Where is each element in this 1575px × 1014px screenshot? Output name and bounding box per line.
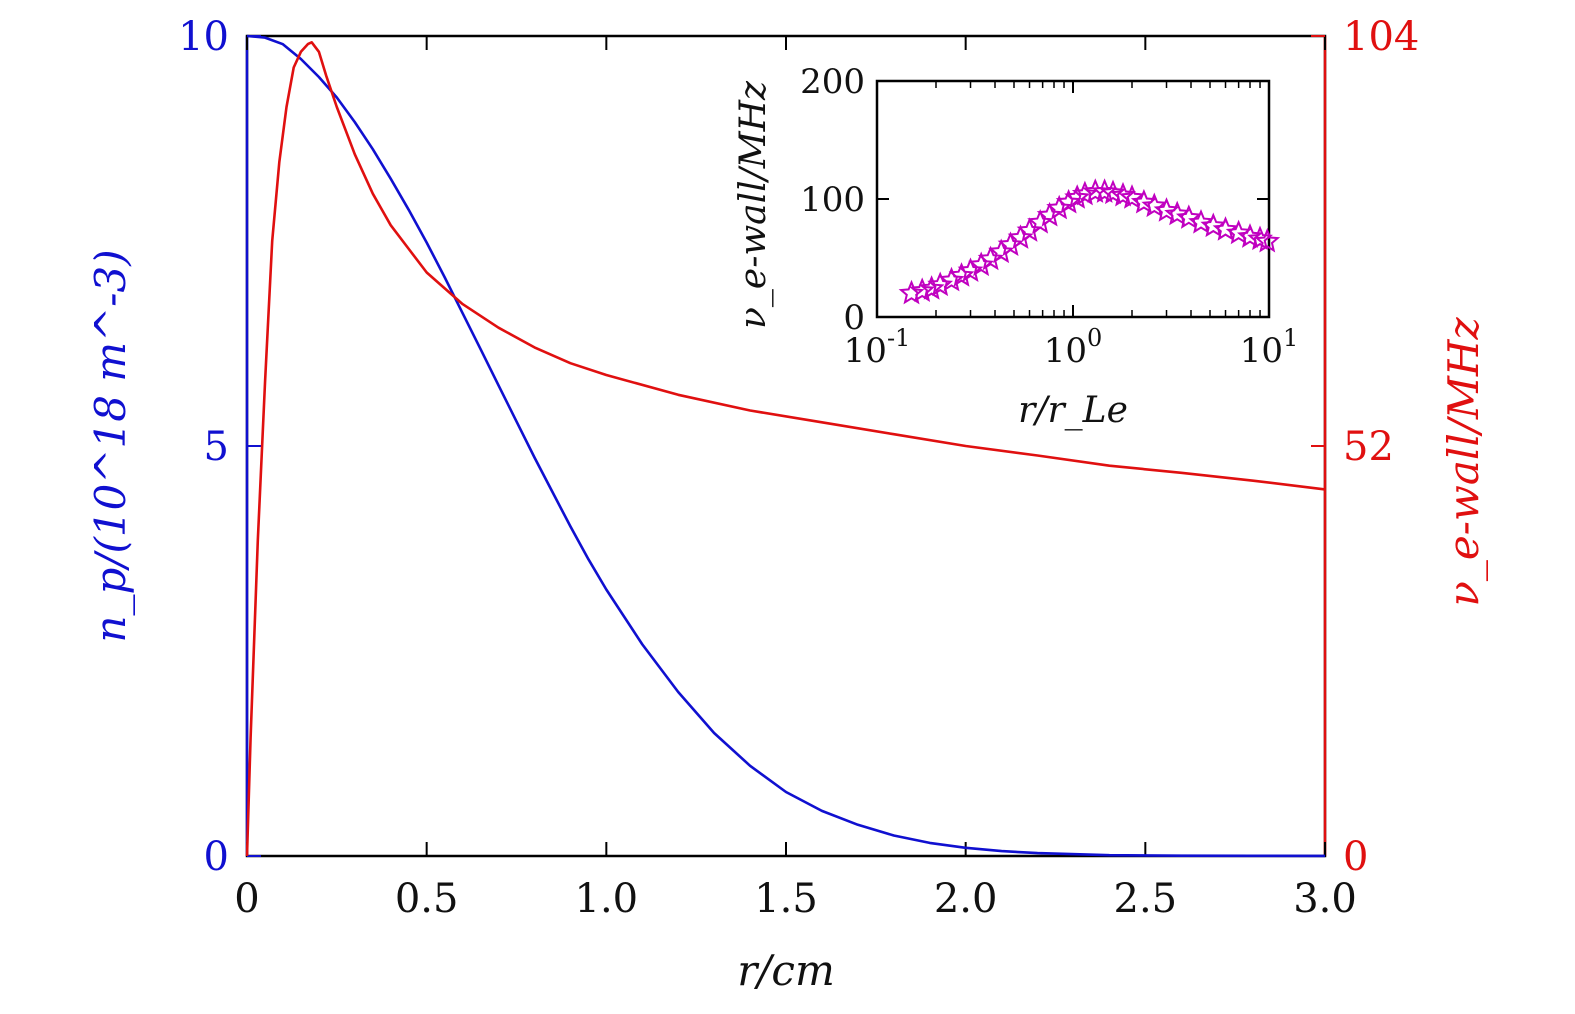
inset-star-marker bbox=[1200, 212, 1227, 238]
y-left-tick-label: 10 bbox=[178, 14, 229, 60]
inset-star-marker bbox=[1091, 178, 1118, 203]
x-tick-label: 1.0 bbox=[575, 876, 639, 922]
inset-star-marker bbox=[1175, 204, 1202, 229]
inset-y-tick-label: 100 bbox=[800, 180, 865, 220]
inset-y-axis-label: ν_e-wall/MHz bbox=[733, 80, 774, 329]
inset-star-marker bbox=[938, 266, 965, 292]
inset-star-marker bbox=[1082, 178, 1109, 203]
x-tick-label: 3.0 bbox=[1293, 876, 1357, 922]
inset-star-marker bbox=[1016, 217, 1043, 242]
inset-x-axis-label: r/r_Le bbox=[1018, 390, 1128, 431]
x-tick-label: 0.5 bbox=[395, 876, 459, 922]
inset-x-tick-label: 101 bbox=[1240, 324, 1299, 371]
inset-star-marker bbox=[909, 277, 936, 302]
series-line-n-p bbox=[246, 34, 1326, 858]
inset-star-marker bbox=[1055, 188, 1082, 214]
x-tick-label: 2.0 bbox=[934, 876, 998, 922]
inset-star-marker bbox=[1027, 208, 1054, 234]
inset-y-tick-label: 0 bbox=[843, 298, 865, 338]
inset-y-tick-label: 200 bbox=[800, 62, 865, 102]
inset-star-marker bbox=[1188, 208, 1215, 234]
inset-star-marker bbox=[968, 251, 995, 277]
inset-star-marker bbox=[977, 245, 1004, 271]
y-left-tick-label: 5 bbox=[204, 424, 229, 470]
inset-star-marker bbox=[1007, 224, 1034, 249]
x-tick-label: 2.5 bbox=[1114, 876, 1178, 922]
y-right-tick-label: 0 bbox=[1343, 834, 1368, 880]
inset-star-marker bbox=[1036, 201, 1063, 227]
inset-star-marker bbox=[1254, 227, 1281, 253]
inset-star-marker bbox=[1118, 184, 1146, 209]
y-right-tick-label: 104 bbox=[1343, 14, 1419, 60]
y-left-tick-label: 0 bbox=[204, 834, 229, 880]
inset-star-marker bbox=[1064, 184, 1091, 209]
x-axis-label: r/cm bbox=[737, 946, 835, 995]
inset-star-marker bbox=[898, 279, 925, 305]
inset-x-tick-label: 100 bbox=[1044, 324, 1103, 371]
inset-star-marker bbox=[918, 275, 945, 300]
inset-star-marker bbox=[988, 238, 1015, 264]
series-line-nu-e-wall bbox=[245, 41, 1326, 857]
inset-star-marker bbox=[1071, 180, 1098, 206]
y-right-tick-label: 52 bbox=[1343, 424, 1394, 470]
y-right-axis-label: ν_e-wall/MHz bbox=[1439, 316, 1488, 606]
inset-star-marker bbox=[997, 231, 1024, 256]
inset-star-marker bbox=[957, 257, 984, 283]
inset-star-marker bbox=[1212, 216, 1239, 241]
inset-star-marker bbox=[1247, 225, 1274, 251]
inset-star-marker bbox=[1046, 194, 1073, 220]
inset-star-marker bbox=[1225, 219, 1252, 245]
y-left-axis-label: n_p/(10^18 m^-3) bbox=[86, 249, 135, 642]
inset-star-marker bbox=[1164, 200, 1191, 226]
inset-star-marker bbox=[927, 271, 954, 297]
inset-x-tick-label: 10-1 bbox=[844, 324, 911, 371]
x-tick-label: 1.5 bbox=[754, 876, 818, 922]
x-tick-label: 0 bbox=[234, 876, 259, 922]
inset-star-marker bbox=[1141, 192, 1168, 218]
inset-star-marker bbox=[948, 262, 975, 287]
inset-star-marker bbox=[1153, 197, 1180, 222]
